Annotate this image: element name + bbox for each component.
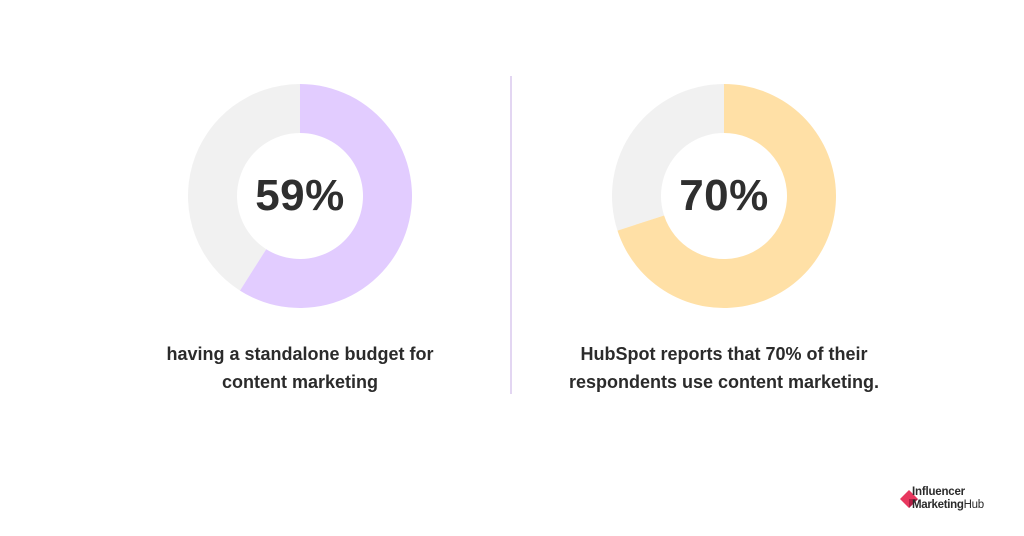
caption-left-line-2: content marketing [221,372,379,392]
brand-name-line-1: Influencer [912,486,965,498]
donut-svg-left [188,84,412,308]
caption-right-line-2: respondents use content marketing. [568,372,880,392]
donut-remainder-slice-right [612,84,724,231]
vertical-divider [510,76,512,394]
center-value-right: 70% [679,171,769,220]
caption-right-line-1: HubSpot reports that 70% of their [580,344,868,364]
brand-diamond-icon [900,490,918,508]
chart-panel-left: 59% having a standalone budget for conte… [150,84,450,396]
donut-value-slice-left [239,84,412,308]
caption-right: HubSpot reports that 70% of their respon… [554,340,894,396]
brand-logo: Influencer MarketingHub [898,486,1014,514]
caption-left: having a standalone budget for content m… [150,340,450,396]
brand-name-line-2: MarketingHub [912,499,984,511]
donut-value-slice-right [617,84,836,308]
donut-chart-right: 70% [612,84,836,308]
chart-panel-right: 70% HubSpot reports that 70% of their re… [512,0,1024,536]
caption-left-line-1: having a standalone budget for [166,344,434,364]
donut-svg-right [612,84,836,308]
donut-chart-left: 59% [188,84,412,308]
donut-remainder-slice-left [188,84,300,291]
brand-name-marketing: Marketing [912,499,964,511]
brand-name-hub: Hub [963,499,985,511]
center-value-left: 59% [255,171,345,220]
